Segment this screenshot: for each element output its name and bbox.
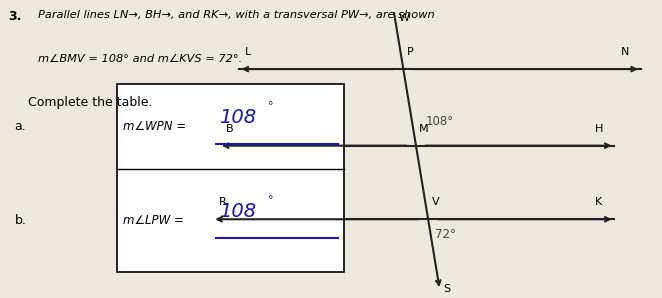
Text: 108°: 108°	[426, 115, 454, 128]
Text: R: R	[219, 198, 226, 207]
Text: B: B	[226, 124, 233, 134]
Text: Parallel lines LN→, BH→, and RK→, with a transversal PW→, are shown: Parallel lines LN→, BH→, and RK→, with a…	[38, 10, 434, 20]
Text: °: °	[268, 101, 274, 111]
Text: b.: b.	[15, 214, 26, 227]
Text: 108: 108	[219, 108, 256, 127]
Text: m∠BMV = 108° and m∠KVS = 72°.: m∠BMV = 108° and m∠KVS = 72°.	[38, 54, 242, 64]
Text: W: W	[399, 13, 410, 23]
Text: M: M	[419, 124, 429, 134]
Text: 72°: 72°	[435, 228, 455, 241]
Text: m∠LPW =: m∠LPW =	[123, 214, 188, 227]
Text: °: °	[268, 195, 274, 205]
Text: K: K	[594, 198, 602, 207]
Text: L: L	[246, 47, 252, 57]
Text: V: V	[432, 198, 439, 207]
Text: N: N	[621, 47, 630, 57]
Text: Complete the table.: Complete the table.	[28, 96, 152, 108]
Text: P: P	[406, 47, 413, 57]
Text: m∠WPN =: m∠WPN =	[123, 120, 190, 133]
Text: H: H	[594, 124, 603, 134]
Text: 3.: 3.	[8, 10, 21, 23]
Text: a.: a.	[15, 120, 26, 133]
Text: S: S	[443, 284, 450, 294]
Text: 108: 108	[219, 202, 256, 221]
FancyBboxPatch shape	[117, 84, 344, 272]
